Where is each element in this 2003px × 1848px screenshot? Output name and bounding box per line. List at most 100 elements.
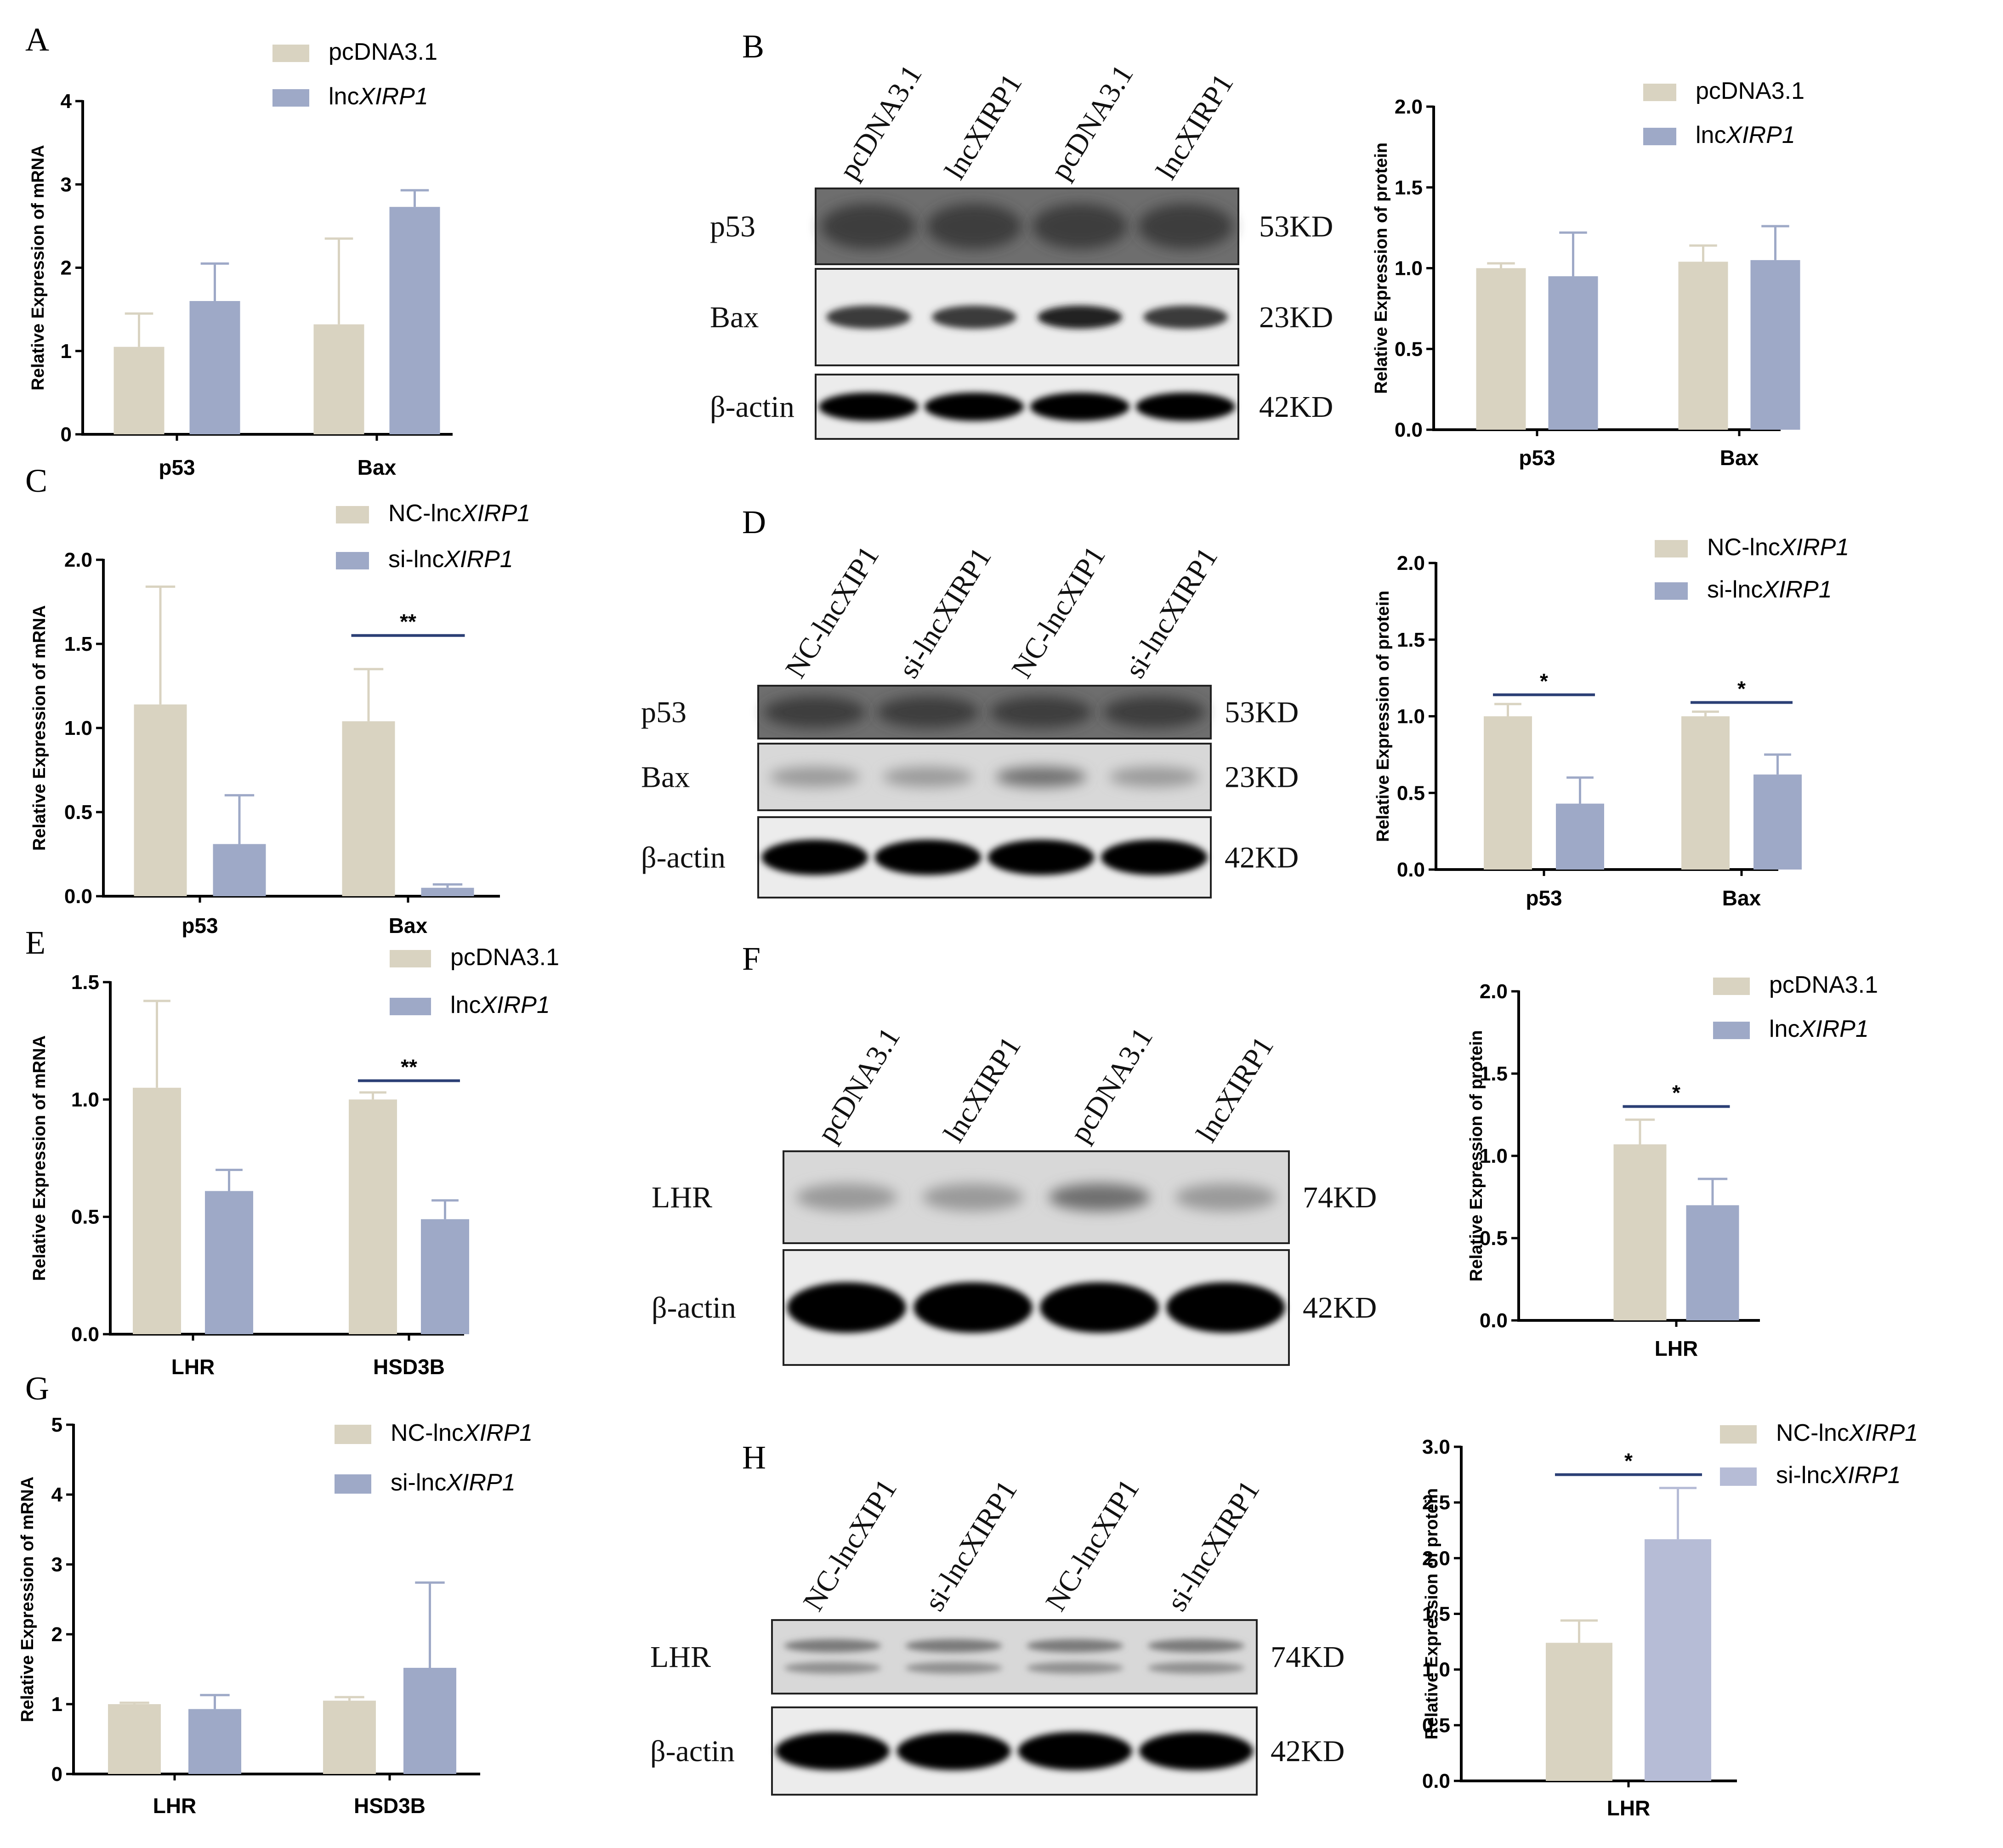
legend-label: lncXIRP1 xyxy=(329,83,428,110)
bar-b-s1-c1 xyxy=(1750,260,1800,430)
legend-label-prefix: si-lnc xyxy=(1707,576,1763,603)
band xyxy=(914,1282,1033,1333)
bar-d-s0-c0 xyxy=(1484,716,1532,870)
legend-label-prefix: lnc xyxy=(1696,122,1726,148)
x-category-label: p53 xyxy=(1519,446,1555,470)
blot-row-b-0: p53 53KD xyxy=(710,188,1333,265)
legend-swatch xyxy=(336,552,369,569)
y-tick-label: 0.5 xyxy=(71,1206,99,1228)
y-tick-label: 3 xyxy=(61,173,72,196)
legend-label-prefix: si-lnc xyxy=(388,546,444,573)
legend-label: NC-lncXIRP1 xyxy=(1776,1420,1918,1446)
bar-a-s0-c0 xyxy=(113,347,165,434)
band xyxy=(1147,1662,1245,1674)
y-tick-label: 3 xyxy=(51,1553,62,1576)
lane-label: pcDNA3.1 xyxy=(1063,1022,1159,1148)
y-tick-label: 2.5 xyxy=(1422,1491,1450,1514)
band xyxy=(796,1183,897,1211)
band xyxy=(1101,840,1208,875)
y-tick-label: 1.5 xyxy=(71,971,99,994)
legend-swatch xyxy=(1713,978,1750,995)
legend-swatch xyxy=(1720,1467,1757,1486)
x-category-label: Bax xyxy=(1722,886,1761,910)
legend-label: lncXIRP1 xyxy=(1696,122,1795,148)
y-tick-label: 1 xyxy=(61,340,72,363)
blot-row-d-0: p53 53KD xyxy=(641,685,1299,739)
y-tick-label: 0 xyxy=(51,1763,62,1785)
bar-c-s0-c1 xyxy=(342,721,395,896)
blot-row-label: p53 xyxy=(641,696,687,729)
molecular-weight-label: 42KD xyxy=(1225,841,1299,875)
blot-row-label: LHR xyxy=(650,1640,711,1674)
significance-mark: * xyxy=(1540,669,1548,693)
molecular-weight-label: 42KD xyxy=(1259,390,1333,424)
legend-label-gene: XIRP1 xyxy=(358,83,428,110)
chart-a: 0 1 2 3 4 Relative Expression of mRNA p53 Bax pc… xyxy=(28,39,453,479)
blot-row-f-1: β-actin 42KD xyxy=(652,1249,1377,1366)
lane-label: pcDNA3.1 xyxy=(1044,59,1140,185)
legend-label-prefix: lnc xyxy=(450,992,481,1018)
lane-label: lncXIRP1 xyxy=(1150,68,1240,185)
bar-a-s1-c1 xyxy=(389,207,440,434)
bar-f-s0-c0 xyxy=(1613,1144,1667,1320)
y-tick-label: 0.0 xyxy=(1422,1770,1450,1792)
legend-swatch xyxy=(1720,1425,1757,1444)
legend-label: si-lncXIRP1 xyxy=(388,546,513,573)
panel-labels: A B C D E F G H xyxy=(25,21,766,1476)
band xyxy=(1049,1183,1150,1211)
bar-d-s1-c1 xyxy=(1753,774,1802,870)
x-category-label: LHR xyxy=(153,1794,197,1818)
legend-label-gene: XIRP1 xyxy=(480,992,550,1018)
y-tick-label: 2.0 xyxy=(1397,552,1425,574)
band xyxy=(1175,1183,1277,1211)
band xyxy=(1026,1662,1123,1674)
y-tick-label: 0.5 xyxy=(1480,1227,1508,1250)
legend-label: pcDNA3.1 xyxy=(329,39,437,65)
blot-row-b-2: β-actin 42KD xyxy=(710,374,1333,440)
band xyxy=(818,392,919,421)
lane-label: NC-lncXIP1 xyxy=(797,1473,903,1616)
y-tick-label: 2 xyxy=(51,1623,62,1646)
band xyxy=(897,1732,1011,1770)
lane-label: si-lncXIRP1 xyxy=(1160,1474,1266,1616)
bar-d-s0-c1 xyxy=(1681,716,1730,870)
band xyxy=(1026,1639,1123,1653)
band xyxy=(877,696,979,728)
bar-g-s1-c1 xyxy=(403,1667,456,1774)
lane-label: NC-lncXIP1 xyxy=(1039,1473,1146,1616)
legend-label-gene: XIRP1 xyxy=(1799,1016,1868,1042)
x-category-label: Bax xyxy=(357,455,397,479)
y-tick-label: 1.0 xyxy=(1397,705,1425,728)
blot-row-label: Bax xyxy=(710,301,759,334)
chart-g: 0 1 2 3 4 5 Relative Expression of mRNA LHR HSD3… xyxy=(18,1414,533,1818)
blot-row-d-1: Bax 23KD xyxy=(641,743,1299,811)
band xyxy=(1143,305,1228,329)
legend-label-prefix: NC-lnc xyxy=(1707,534,1780,561)
legend-label: pcDNA3.1 xyxy=(1696,78,1804,104)
x-category-label: p53 xyxy=(159,455,195,479)
blot-row-label: β-actin xyxy=(641,841,726,875)
x-category-label: HSD3B xyxy=(354,1794,426,1818)
band xyxy=(1018,1732,1132,1770)
y-axis-title: Relative Expression of mRNA xyxy=(30,605,49,851)
blot-row-label: LHR xyxy=(652,1181,712,1214)
band xyxy=(905,1662,1003,1674)
y-tick-label: 0.0 xyxy=(1397,859,1425,881)
y-tick-label: 4 xyxy=(51,1484,63,1506)
band xyxy=(1040,1282,1159,1333)
blot-row-label: Bax xyxy=(641,761,690,794)
band xyxy=(826,305,911,329)
band xyxy=(1109,767,1200,787)
legend-swatch xyxy=(336,506,369,523)
bar-e-s1-c1 xyxy=(421,1219,469,1334)
y-tick-label: 1.0 xyxy=(1395,257,1423,280)
panel-label-d: D xyxy=(742,504,766,540)
legend-swatch xyxy=(1713,1022,1750,1039)
bar-h-s1-c0 xyxy=(1645,1539,1711,1781)
y-tick-label: 1.0 xyxy=(1422,1659,1450,1681)
legend-swatch xyxy=(272,89,309,107)
y-tick-label: 1.5 xyxy=(64,633,92,655)
